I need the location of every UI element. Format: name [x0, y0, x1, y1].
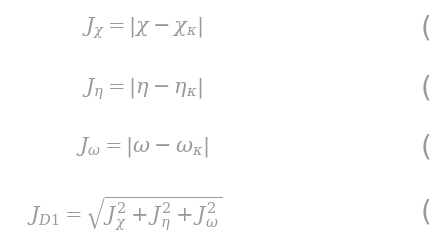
Text: (: ( — [421, 199, 431, 227]
Text: $J_{\eta} = |\eta - \eta_{\kappa}|$: $J_{\eta} = |\eta - \eta_{\kappa}|$ — [83, 76, 203, 102]
Text: (: ( — [421, 75, 431, 103]
Text: $J_{D1} = \sqrt{J_{\chi}^{2} + J_{\eta}^{2} + J_{\omega}^{2}}$: $J_{D1} = \sqrt{J_{\chi}^{2} + J_{\eta}^… — [27, 194, 223, 232]
Text: $J_{\omega} = |\omega - \omega_{\kappa}|$: $J_{\omega} = |\omega - \omega_{\kappa}|… — [76, 135, 209, 159]
Text: (: ( — [421, 14, 431, 42]
Text: (: ( — [421, 133, 431, 161]
Text: $J_{\chi} = |\chi - \chi_{\kappa}|$: $J_{\chi} = |\chi - \chi_{\kappa}|$ — [82, 15, 203, 41]
